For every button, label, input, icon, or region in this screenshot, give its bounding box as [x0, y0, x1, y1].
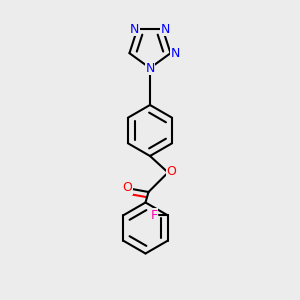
Text: N: N — [145, 61, 155, 75]
Text: O: O — [167, 164, 176, 178]
Text: N: N — [130, 22, 139, 35]
Text: N: N — [161, 22, 170, 35]
Text: N: N — [170, 47, 180, 60]
Text: O: O — [122, 181, 132, 194]
Text: F: F — [151, 209, 158, 222]
